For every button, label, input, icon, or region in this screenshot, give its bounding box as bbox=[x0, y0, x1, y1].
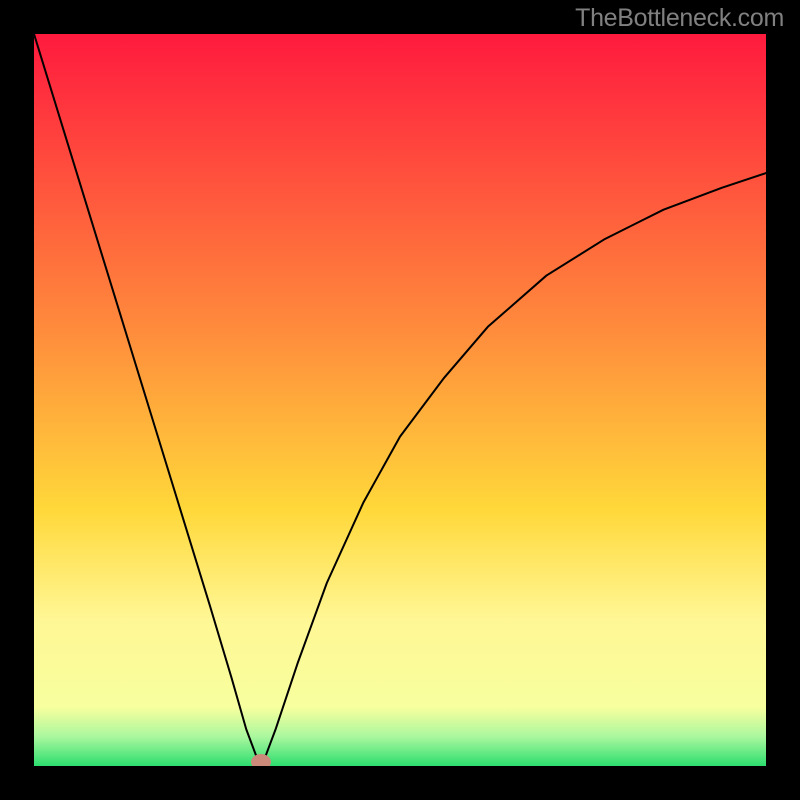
vertex-marker bbox=[251, 754, 271, 766]
plot-area bbox=[34, 34, 766, 766]
bottleneck-curve bbox=[34, 34, 766, 766]
curve-svg bbox=[34, 34, 766, 766]
chart-container: TheBottleneck.com bbox=[0, 0, 800, 800]
watermark-text: TheBottleneck.com bbox=[575, 4, 784, 33]
